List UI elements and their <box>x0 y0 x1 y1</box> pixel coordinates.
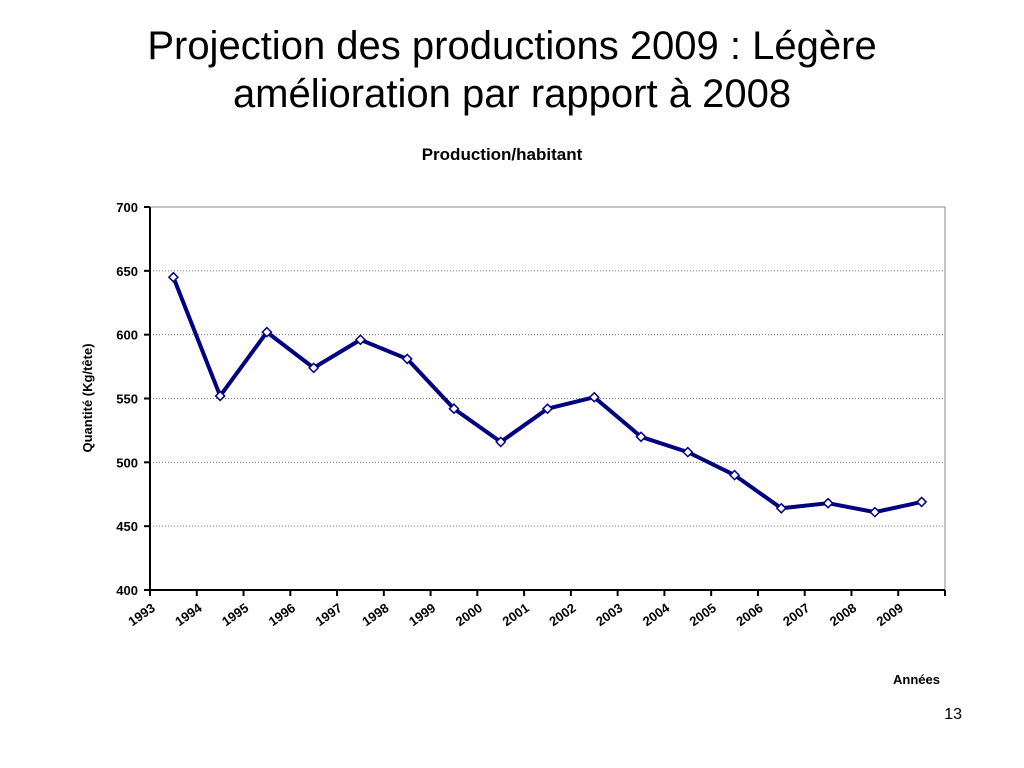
data-point <box>775 502 787 514</box>
chart-title: Production/habitant <box>422 145 583 164</box>
x-axis: 1993 1994 1995 1996 1997 1998 1999 2000 2001 2002… <box>125 589 946 629</box>
x-tick-label: 1994 <box>172 600 205 629</box>
slide-title: Projection des productions 2009 : Légère… <box>60 22 964 118</box>
data-point <box>495 436 507 448</box>
data-point <box>728 469 741 481</box>
series-group <box>167 271 928 518</box>
x-tick-label: 2003 <box>593 600 625 629</box>
data-point <box>261 326 273 338</box>
page-number: 13 <box>944 706 962 723</box>
y-axis-title: Quantité (Kg/tête) <box>80 343 95 452</box>
data-point <box>167 271 179 283</box>
x-tick-label: 1995 <box>219 600 251 629</box>
slide-title-line-2: amélioration par rapport à 2008 <box>232 72 792 116</box>
data-point <box>869 506 881 518</box>
y-tick-label: 450 <box>116 519 138 534</box>
x-tick-label: 2001 <box>500 600 532 629</box>
x-tick-label: 2000 <box>453 600 485 629</box>
x-tick-label: 1997 <box>312 600 344 629</box>
x-tick-label: 2005 <box>687 600 719 629</box>
x-tick-label: 2002 <box>546 600 578 629</box>
y-tick-label: 500 <box>116 455 138 470</box>
y-tick-label: 600 <box>116 328 138 343</box>
x-tick-label: 1999 <box>406 600 438 629</box>
y-tick-label: 650 <box>116 264 138 279</box>
y-axis: 400 450 500 550 600 650 700 <box>116 200 151 598</box>
data-point <box>354 334 367 346</box>
data-point <box>401 353 413 365</box>
data-point <box>822 497 834 509</box>
data-point <box>588 391 600 403</box>
data-point <box>448 403 460 415</box>
slide-title-line-1: Projection des productions 2009 : Légère <box>147 24 877 68</box>
data-point <box>682 446 694 458</box>
data-point <box>916 496 928 508</box>
x-tick-label: 2006 <box>733 600 765 629</box>
y-tick-label: 550 <box>116 392 138 407</box>
x-tick-label: 2007 <box>780 600 812 629</box>
data-point <box>308 362 320 374</box>
x-tick-label: 1998 <box>359 600 391 629</box>
x-tick-label: 2008 <box>827 600 859 629</box>
x-axis-title: Années <box>893 672 940 687</box>
data-point <box>635 431 647 443</box>
data-point <box>541 403 554 415</box>
data-point <box>214 390 226 402</box>
x-tick-label: 1996 <box>266 600 298 629</box>
y-tick-label: 700 <box>116 200 138 215</box>
x-tick-label: 1993 <box>125 600 157 629</box>
x-tick-label: 2004 <box>640 600 673 629</box>
y-tick-label: 400 <box>116 583 138 598</box>
gridlines <box>150 270 945 527</box>
x-tick-label: 2009 <box>874 600 906 629</box>
